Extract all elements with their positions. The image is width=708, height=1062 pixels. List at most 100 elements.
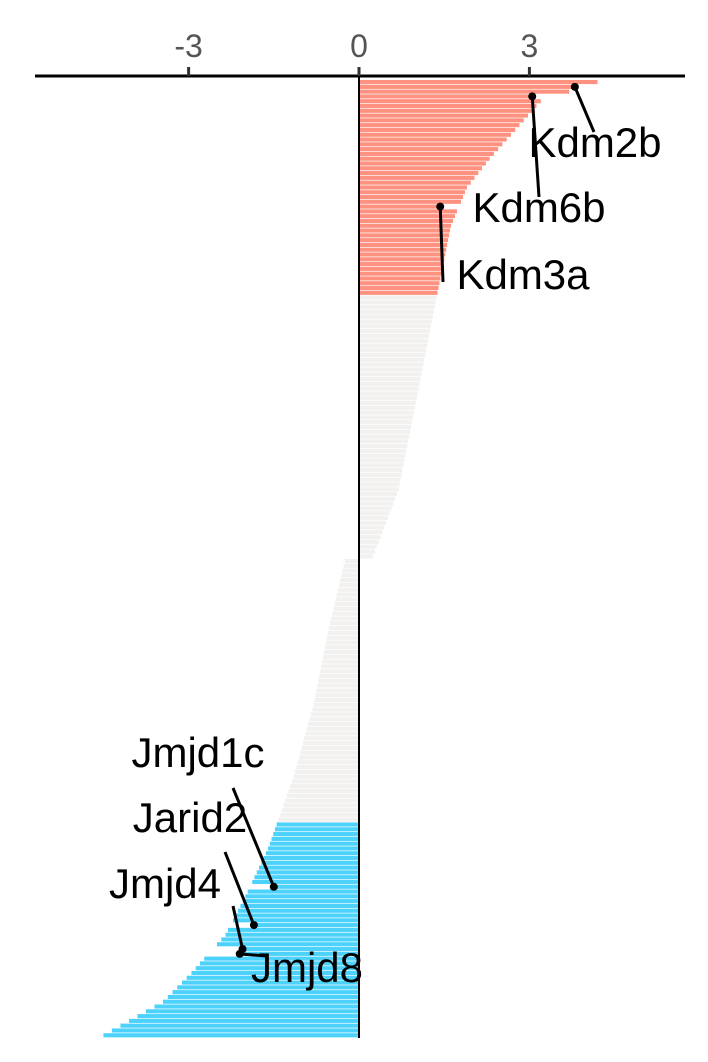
bar — [320, 669, 359, 674]
bar — [359, 391, 418, 396]
bar — [359, 80, 598, 85]
bar — [339, 582, 359, 588]
bar — [359, 348, 427, 353]
bar — [274, 827, 359, 832]
bar — [247, 889, 359, 894]
label-leader-line — [438, 206, 445, 283]
bar — [359, 103, 537, 109]
bar — [327, 630, 359, 635]
bar — [240, 903, 359, 908]
bar — [334, 602, 359, 607]
bar — [239, 951, 359, 956]
bar — [359, 180, 471, 185]
bar — [276, 822, 359, 827]
bar — [359, 444, 408, 449]
bar — [359, 544, 377, 549]
bar — [285, 798, 359, 803]
bar — [312, 707, 359, 712]
bar — [359, 199, 461, 204]
bar — [359, 190, 465, 195]
bar — [254, 875, 359, 880]
bar — [359, 233, 450, 238]
bar — [335, 597, 359, 602]
axis-ticks: -3 0 3 — [174, 28, 538, 76]
bar — [261, 860, 359, 865]
bar — [359, 266, 443, 271]
bar — [359, 209, 457, 214]
bar — [359, 127, 516, 133]
label-leader-line — [231, 787, 276, 888]
bar — [359, 477, 401, 482]
bar — [103, 1033, 360, 1038]
bar — [359, 156, 490, 161]
bar — [359, 467, 403, 473]
bar — [256, 870, 359, 875]
bar — [269, 841, 359, 846]
bar — [359, 525, 385, 530]
bar — [293, 774, 359, 779]
bar — [316, 688, 359, 693]
highlight-point — [235, 949, 244, 958]
bar — [359, 386, 419, 391]
bar — [359, 99, 541, 104]
bar — [359, 214, 455, 219]
bar — [302, 741, 359, 746]
bar — [333, 606, 359, 612]
bar — [359, 472, 402, 477]
label-leader-line — [530, 96, 541, 198]
bar — [137, 1014, 359, 1019]
highlight-point — [249, 921, 258, 930]
bar — [359, 309, 434, 315]
bar — [204, 956, 359, 961]
bar — [111, 1028, 359, 1033]
bar — [359, 487, 399, 492]
highlight-point — [436, 202, 445, 211]
bar — [359, 132, 511, 137]
bar — [245, 894, 359, 899]
bar — [217, 942, 359, 947]
label-leader-line — [223, 851, 256, 926]
bar — [359, 520, 386, 525]
bar — [252, 879, 359, 885]
bar — [359, 300, 436, 305]
bar — [309, 717, 359, 722]
bar — [359, 247, 447, 252]
bar — [359, 400, 416, 406]
bar — [301, 745, 359, 750]
bar — [281, 808, 359, 813]
bar — [359, 257, 445, 262]
bar — [359, 305, 435, 310]
bar — [337, 587, 359, 592]
bar — [199, 961, 359, 966]
bar — [263, 855, 359, 861]
bar — [177, 985, 359, 990]
bar — [359, 501, 394, 506]
bar — [359, 448, 407, 453]
bar — [286, 793, 359, 798]
bar — [128, 1018, 359, 1023]
bar — [291, 779, 359, 784]
annotations-layer: Kdm2b Kdm6b Kdm3a Jmjd1c Jarid2 Jmjd4 Jmjd8 — [109, 82, 662, 991]
bar — [359, 381, 420, 386]
bar — [359, 515, 388, 521]
bar — [191, 970, 359, 976]
bar — [359, 482, 400, 487]
bar — [306, 726, 359, 731]
bar — [359, 405, 415, 410]
bar — [359, 271, 442, 276]
bar — [313, 702, 359, 707]
bar — [359, 314, 433, 319]
bar — [359, 453, 406, 458]
x-tick-label: 0 — [350, 28, 368, 64]
bar — [221, 937, 359, 942]
bar — [330, 621, 359, 626]
bar — [359, 429, 411, 434]
bar — [359, 84, 575, 89]
bar — [323, 650, 359, 655]
bar — [359, 108, 533, 113]
bar — [359, 262, 444, 267]
bar — [359, 376, 421, 382]
bar — [325, 640, 359, 645]
bar — [344, 559, 359, 564]
bar — [297, 760, 359, 765]
